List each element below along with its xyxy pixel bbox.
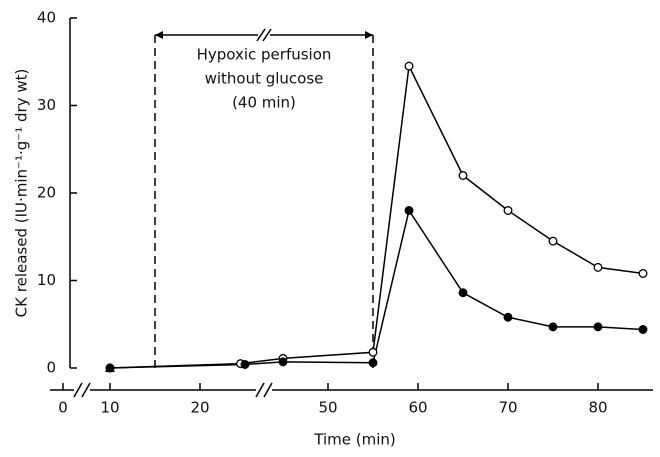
point-marker: [404, 206, 414, 215]
point-marker: [404, 61, 414, 71]
point-marker: [240, 360, 250, 369]
x-tick-label: 70: [498, 399, 517, 417]
y-tick-label: 30: [37, 96, 56, 114]
point-marker: [368, 358, 378, 368]
axis-break: [81, 382, 91, 398]
y-axis-label: CK released (IU·min⁻¹·g⁻¹ dry wt): [13, 69, 31, 318]
point-marker: [503, 312, 513, 322]
annotation-text: Hypoxic perfusion: [197, 46, 332, 64]
point-marker: [368, 347, 378, 357]
x-tick-label: 10: [100, 399, 119, 417]
x-tick-label: 50: [318, 399, 337, 417]
point-marker: [593, 262, 603, 272]
point-marker: [638, 325, 648, 334]
point-marker: [503, 206, 513, 215]
axis-break: [73, 382, 83, 398]
y-tick-label: 10: [37, 271, 56, 289]
bracket-break-mark: [256, 28, 266, 42]
y-tick-label: 0: [46, 359, 56, 377]
point-marker: [548, 236, 558, 246]
bracket-break-mark: [262, 28, 272, 42]
point-marker: [593, 322, 603, 332]
annotation-text: (40 min): [232, 94, 296, 112]
point-marker: [548, 322, 558, 332]
point-marker: [105, 363, 115, 372]
point-marker: [458, 171, 468, 180]
axis-break: [255, 382, 265, 398]
point-marker: [458, 288, 468, 298]
x-tick-label: 80: [588, 399, 607, 417]
x-tick-label: 0: [58, 399, 68, 417]
bracket-break: [258, 32, 270, 38]
annotation-text: without glucose: [205, 70, 324, 88]
point-marker: [278, 357, 288, 367]
y-tick-label: 20: [37, 184, 56, 202]
point-marker: [638, 269, 648, 278]
series-line: [109, 208, 644, 369]
y-tick-label: 40: [37, 9, 56, 27]
x-axis-label: Time (min): [313, 431, 395, 449]
axis-break: [263, 382, 273, 398]
series-line: [109, 63, 644, 369]
x-tick-label: 20: [190, 399, 209, 417]
x-tick-label: 60: [408, 399, 427, 417]
